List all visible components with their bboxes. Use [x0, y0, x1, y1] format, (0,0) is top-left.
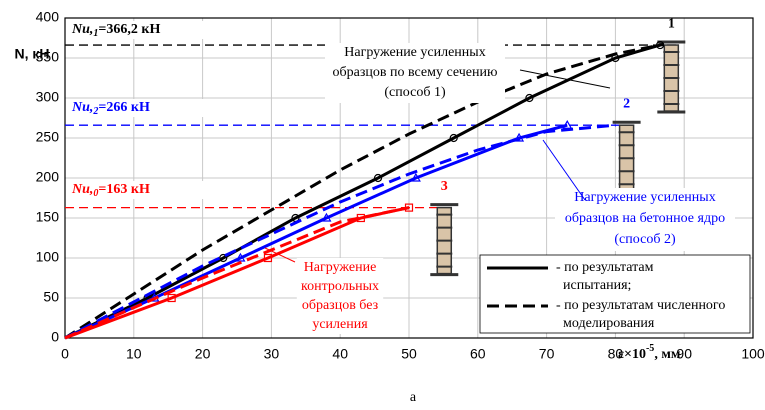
curve-number: 3	[441, 179, 448, 194]
column-icon	[613, 122, 641, 192]
annotation-text: (способ 2)	[614, 232, 676, 247]
x-tick-label: 50	[401, 346, 417, 362]
x-label-rest: , мм	[654, 347, 681, 362]
legend-label: испытания;	[563, 278, 631, 293]
annotation-text: образцов по всему сечению	[333, 65, 498, 80]
leader-line	[520, 70, 610, 88]
limit-rest: =366,2 кН	[98, 22, 160, 37]
limit-italic: Nu,	[71, 182, 93, 197]
y-tick-label: 350	[36, 49, 60, 65]
y-tick-label: 50	[43, 289, 59, 305]
y-tick-label: 250	[36, 129, 60, 145]
annotation-text: Нагружение усиленных	[574, 190, 715, 205]
x-tick-label: 30	[264, 346, 280, 362]
caption: а	[410, 390, 417, 405]
y-tick-label: 300	[36, 89, 60, 105]
x-tick-label: 0	[61, 346, 69, 362]
curve-number: 2	[623, 96, 630, 111]
column-icon	[430, 205, 458, 275]
x-tick-label: 40	[332, 346, 348, 362]
y-tick-label: 150	[36, 209, 60, 225]
annotation-text: усиления	[312, 317, 368, 332]
x-tick-label: 70	[539, 346, 555, 362]
y-tick-label: 100	[36, 249, 60, 265]
x-label-main: ε×10	[618, 347, 646, 362]
annotation-text: образцов без	[302, 298, 379, 313]
annotation-text: Нагружение усиленных	[344, 45, 485, 60]
limit-italic: Nu,	[71, 100, 93, 115]
y-tick-label: 400	[36, 9, 60, 25]
limit-label: Nu,1=366,2 кН	[71, 22, 160, 39]
chart: N, кН а 01020304050607080901000501001502…	[0, 0, 765, 410]
limit-label: Nu,2=266 кН	[71, 100, 150, 117]
limit-rest: =163 кН	[98, 182, 150, 197]
limit-rest: =266 кН	[98, 100, 150, 115]
limit-label: Nu,0=163 кН	[71, 182, 150, 199]
x-tick-label: 60	[470, 346, 486, 362]
legend-label: - по результатам	[556, 260, 654, 275]
x-tick-label: 100	[741, 346, 765, 362]
x-tick-label: 10	[126, 346, 142, 362]
annotation-text: контрольных	[301, 279, 379, 294]
x-tick-label: 20	[195, 346, 211, 362]
legend-label: моделирования	[563, 316, 655, 331]
limit-italic: Nu,	[71, 22, 93, 37]
curve-number: 1	[668, 16, 675, 31]
column-icon	[657, 42, 685, 112]
y-tick-label: 0	[51, 329, 59, 345]
x-axis-label: ε×10-5, мм	[618, 343, 681, 362]
annotation-text: Нагружение	[304, 260, 377, 275]
annotation-text: (способ 1)	[384, 85, 446, 100]
annotation-text: образцов на бетонное ядро	[565, 211, 725, 226]
x-label-sup: -5	[646, 343, 654, 354]
y-tick-label: 200	[36, 169, 60, 185]
legend-label: - по результатам численного	[556, 298, 725, 313]
